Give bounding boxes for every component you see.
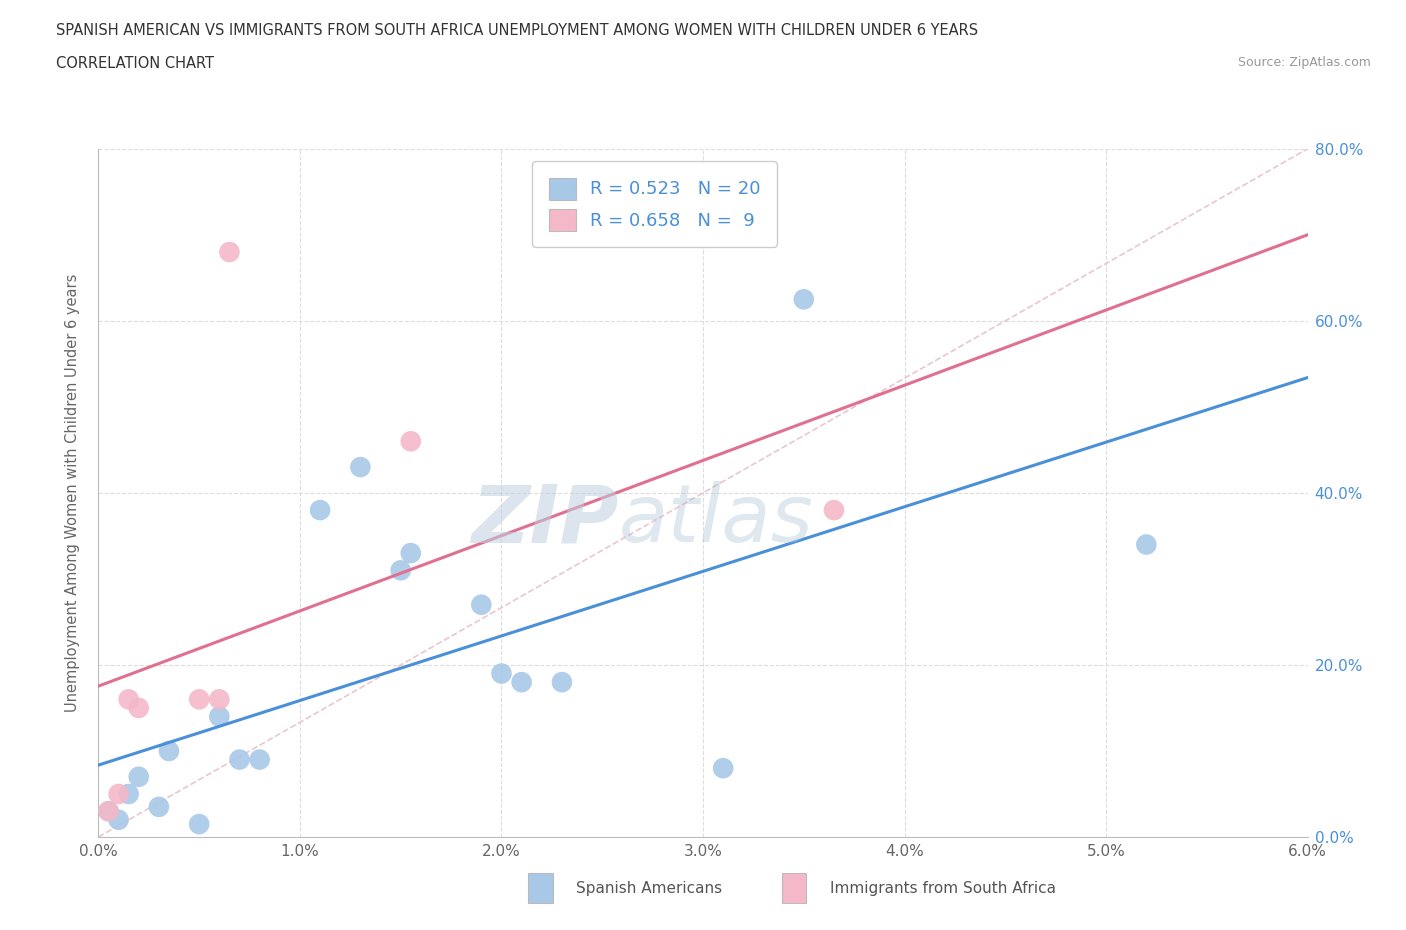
Text: atlas: atlas xyxy=(619,482,813,560)
Point xyxy=(551,675,574,690)
Text: ZIP: ZIP xyxy=(471,482,619,560)
Point xyxy=(128,769,150,784)
Point xyxy=(188,692,211,707)
Text: SPANISH AMERICAN VS IMMIGRANTS FROM SOUTH AFRICA UNEMPLOYMENT AMONG WOMEN WITH C: SPANISH AMERICAN VS IMMIGRANTS FROM SOUT… xyxy=(56,23,979,38)
Point xyxy=(309,503,332,518)
Text: Immigrants from South Africa: Immigrants from South Africa xyxy=(830,881,1056,896)
Point xyxy=(491,666,513,681)
Point xyxy=(107,813,129,828)
Legend: R = 0.523   N = 20, R = 0.658   N =  9: R = 0.523 N = 20, R = 0.658 N = 9 xyxy=(533,161,778,246)
Point xyxy=(711,761,734,776)
Point xyxy=(349,459,371,474)
Point xyxy=(118,692,141,707)
Point xyxy=(249,752,271,767)
Point xyxy=(470,597,492,612)
Point xyxy=(208,692,231,707)
Point xyxy=(399,546,422,561)
Point xyxy=(510,675,533,690)
Text: Spanish Americans: Spanish Americans xyxy=(576,881,723,896)
Text: CORRELATION CHART: CORRELATION CHART xyxy=(56,56,214,71)
Y-axis label: Unemployment Among Women with Children Under 6 years: Unemployment Among Women with Children U… xyxy=(65,273,80,712)
Point xyxy=(793,292,815,307)
Text: Source: ZipAtlas.com: Source: ZipAtlas.com xyxy=(1237,56,1371,69)
Point xyxy=(128,700,150,715)
Point xyxy=(823,503,845,518)
Point xyxy=(218,245,240,259)
Point xyxy=(118,787,141,802)
Point xyxy=(148,800,170,815)
Point xyxy=(208,710,231,724)
Point xyxy=(1135,538,1157,552)
Point xyxy=(389,563,412,578)
Point xyxy=(228,752,250,767)
Point xyxy=(97,804,120,818)
Point xyxy=(157,744,180,759)
Point xyxy=(97,804,120,818)
Point xyxy=(188,817,211,831)
Point xyxy=(399,434,422,449)
Point xyxy=(107,787,129,802)
